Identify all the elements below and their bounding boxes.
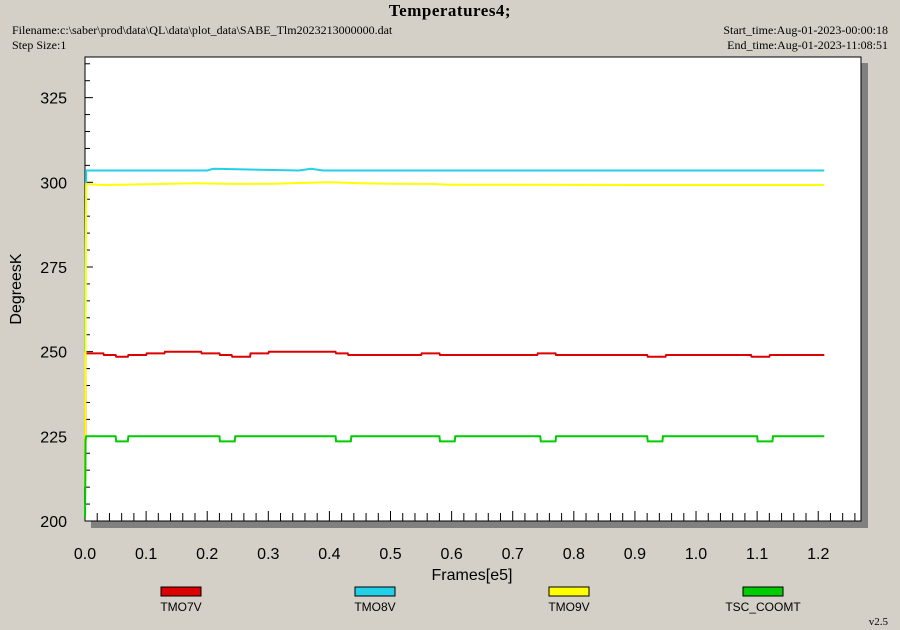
x-tick-label: 1.1 (746, 546, 768, 563)
legend: TMO7V TMO8V TMO9V TSC_COOMT (160, 586, 801, 614)
x-tick-labels: 0.0 0.1 0.2 0.3 0.4 0.5 0.6 0.7 0.8 0.9 1.0 1.1 1.2 (74, 546, 830, 563)
series-line-tsc-coomt (84, 435, 825, 518)
y-tick-label: 200 (40, 514, 67, 531)
series-lines (84, 167, 825, 518)
legend-label-tsc-coomt: TSC_COOMT (725, 600, 801, 614)
legend-swatch-tsc-coomt (742, 586, 784, 597)
x-tick-label: 0.9 (624, 546, 646, 563)
version-label: v2.5 (868, 616, 888, 628)
chart-title: Temperatures4; (388, 1, 512, 20)
legend-swatch-tmo7v (160, 586, 202, 597)
legend-label-tmo8v: TMO8V (354, 600, 395, 614)
end-time-label: End_time:Aug-01-2023-11:08:51 (727, 38, 888, 52)
y-tick-label: 225 (40, 429, 67, 446)
legend-swatch-tmo9v (548, 586, 590, 597)
x-tick-label: 0.4 (318, 546, 340, 563)
filename-label: Filename:c:\saber\prod\data\QL\data\plot… (12, 23, 393, 37)
series-line-tmo9v (84, 181, 825, 488)
x-tick-label: 0.1 (135, 546, 157, 563)
series-line-tmo8v (84, 167, 825, 352)
legend-label-tmo9v: TMO9V (548, 600, 589, 614)
series-line-tmo7v (84, 350, 825, 505)
step-size-label: Step Size:1 (12, 38, 67, 52)
y-axis-label: DegreesK (8, 253, 25, 324)
x-tick-label: 0.2 (196, 546, 218, 563)
y-tick-label: 250 (40, 345, 67, 362)
x-tick-label: 0.6 (440, 546, 462, 563)
plot-area (84, 56, 862, 522)
x-tick-label: 1.2 (807, 546, 829, 563)
y-tick-label: 325 (40, 91, 67, 108)
y-tick-label: 300 (40, 175, 67, 192)
y-tick-label: 275 (40, 260, 67, 277)
x-tick-label: 0.8 (563, 546, 585, 563)
y-tick-labels: 200 225 250 275 300 325 (40, 91, 67, 531)
x-tick-label: 0.5 (379, 546, 401, 563)
x-tick-label: 0.0 (74, 546, 96, 563)
legend-swatch-tmo8v (354, 586, 396, 597)
legend-label-tmo7v: TMO7V (160, 600, 201, 614)
x-axis-label: Frames[e5] (432, 567, 513, 584)
x-tick-label: 0.7 (502, 546, 524, 563)
x-tick-label: 1.0 (685, 546, 707, 563)
start-time-label: Start_time:Aug-01-2023-00:00:18 (723, 23, 888, 37)
x-tick-label: 0.3 (257, 546, 279, 563)
